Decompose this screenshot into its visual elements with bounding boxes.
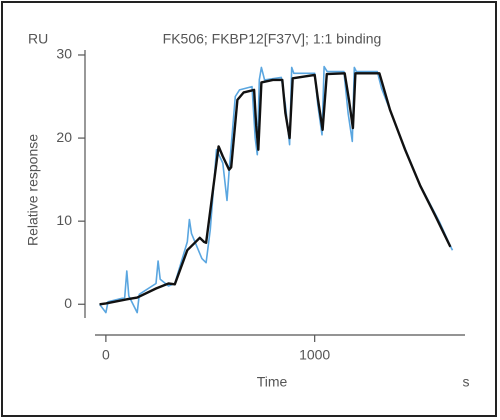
y-tick-label: 30 [56,46,72,62]
x-tick-label: 0 [102,347,110,363]
y-axis-label: Relative response [25,134,41,246]
y-tick-label: 20 [56,129,72,145]
x-unit: s [463,374,470,390]
x-axis-label: Time [257,374,288,390]
chart-title: FK506; FKBP12[F37V]; 1:1 binding [163,31,382,47]
x-tick-label: 1000 [299,347,330,363]
y-tick-label: 10 [56,212,72,228]
y-unit: RU [28,31,48,47]
y-tick-label: 0 [64,295,72,311]
series-line [98,65,454,314]
series-line [99,72,452,306]
